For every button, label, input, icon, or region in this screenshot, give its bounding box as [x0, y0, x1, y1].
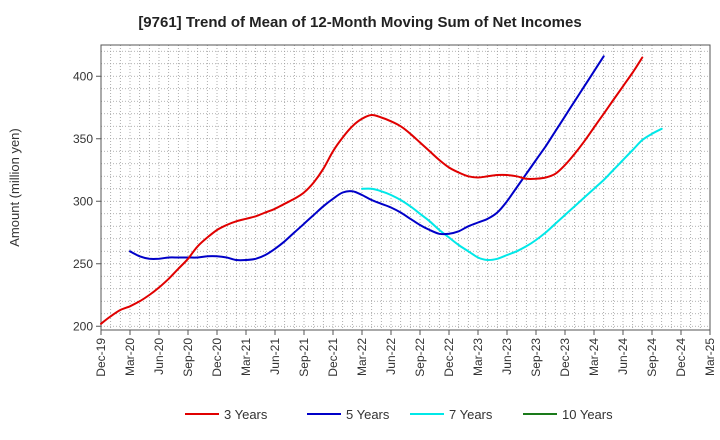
x-tick-label: Sep-22	[413, 338, 427, 377]
legend-label: 10 Years	[562, 407, 613, 422]
series-line-5-years	[129, 55, 605, 262]
legend-label: 7 Years	[449, 407, 493, 422]
x-tick-label: Dec-21	[326, 338, 340, 377]
x-tick-label: Mar-24	[587, 338, 601, 376]
plot-frame	[100, 44, 711, 331]
x-tick-label: Jun-24	[616, 338, 630, 375]
x-tick-label: Dec-24	[674, 338, 688, 377]
x-tick-label: Sep-24	[645, 338, 659, 377]
x-tick-label: Mar-23	[471, 338, 485, 376]
x-tick-label: Dec-23	[558, 338, 572, 377]
x-tick-label: Sep-21	[297, 338, 311, 377]
x-tick-label: Mar-25	[703, 338, 717, 376]
y-tick-label: 250	[73, 257, 93, 271]
x-tick-label: Mar-20	[123, 338, 137, 376]
legend-item-10-years: 10 Years	[523, 407, 613, 422]
legend-label: 5 Years	[346, 407, 390, 422]
x-tick-label: Sep-20	[181, 338, 195, 377]
y-tick-label: 200	[73, 319, 93, 333]
x-tick-label: Sep-23	[529, 338, 543, 377]
x-tick-label: Jun-21	[268, 338, 282, 375]
y-tick-label: 300	[73, 194, 93, 208]
y-axis-label: Amount (million yen)	[7, 128, 22, 247]
x-tick-label: Dec-22	[442, 338, 456, 377]
legend-item-7-years: 7 Years	[410, 407, 493, 422]
legend-label: 3 Years	[224, 407, 268, 422]
x-tick-label: Mar-22	[355, 338, 369, 376]
series-line-3-years	[100, 56, 644, 325]
x-tick-label: Jun-22	[384, 338, 398, 375]
legend-item-3-years: 3 Years	[185, 407, 268, 422]
x-tick-label: Dec-20	[210, 338, 224, 377]
x-tick-label: Mar-21	[239, 338, 253, 376]
y-tick-label: 400	[73, 69, 93, 83]
x-tick-label: Jun-23	[500, 338, 514, 375]
x-tick-label: Jun-20	[152, 338, 166, 375]
legend-item-5-years: 5 Years	[307, 407, 390, 422]
chart-title: [9761] Trend of Mean of 12-Month Moving …	[138, 14, 582, 31]
series-line-7-years	[361, 127, 663, 262]
x-tick-label: Dec-19	[94, 338, 108, 377]
y-tick-label: 350	[73, 132, 93, 146]
